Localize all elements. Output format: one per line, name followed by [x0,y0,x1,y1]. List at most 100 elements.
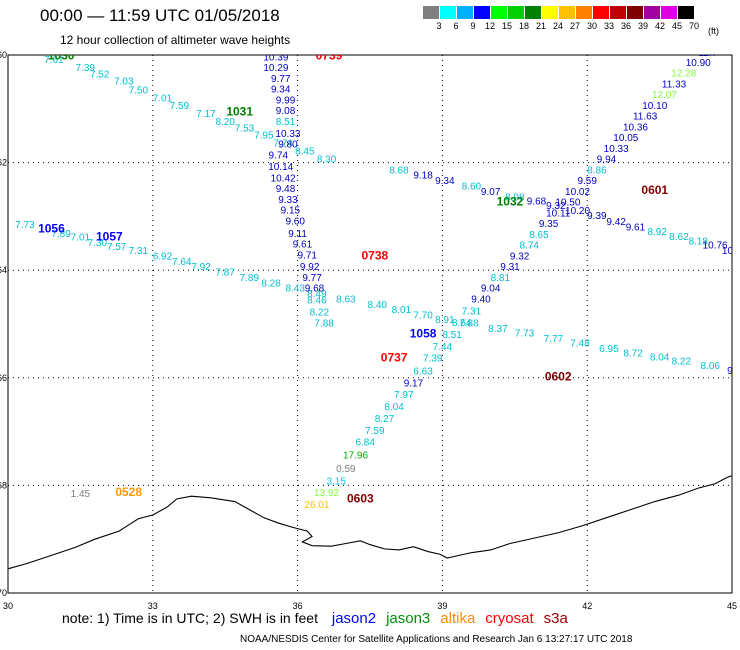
pass-time-label: 1031 [226,104,253,118]
legend-label: 24 [552,21,564,31]
wave-height-value: 8.22 [672,356,692,367]
wave-height-value: 7.73 [15,220,35,231]
wave-height-value: 7.03 [114,77,134,88]
pass-time-label: 1030 [48,48,75,62]
pass-time-label: 0738 [361,248,388,262]
lat-tick-label: -64 [0,265,7,275]
wave-height-value: 8.28 [261,278,281,289]
wave-height-value: 10.33 [604,144,629,155]
wave-height-value: 7.39 [75,63,95,74]
wave-height-value: 9.77 [302,273,322,284]
pass-time-label: 0601 [641,183,668,197]
lat-tick-label: -68 [0,480,7,490]
wave-height-value: 17.96 [343,451,368,462]
legend-labels: 3 6 9 12 15 18 21 24 27 30 33 36 39 42 45 70 [422,19,699,33]
lon-tick-label: 39 [437,601,447,611]
wave-height-value: 8.40 [368,300,388,311]
wave-height-value: 9.33 [278,195,298,206]
wave-height-value: 8.81 [491,273,511,284]
legend-swatch [643,6,660,19]
legend-swatch [609,6,626,19]
lon-tick-label: 30 [3,601,13,611]
wave-height-value: 9.35 [539,219,559,230]
wave-height-value: 3.15 [326,476,346,487]
wave-height-value: 7.31 [462,306,482,317]
wave-height-value: 8.45 [295,147,315,158]
footer-note: note: 1) Time is in UTC; 2) SWH is in fe… [62,610,568,627]
wave-height-value: 7.30 [88,238,108,249]
wave-height-value: 8.22 [310,307,330,318]
legend-swatch [626,6,643,19]
satellite-legend: jason2 jason3 altika cryosat s3a [322,610,568,627]
wave-height-value: 12.07 [652,90,677,101]
wave-height-value: 1.45 [71,489,91,500]
wave-height-value: 8.20 [215,117,235,128]
wave-height-value: 7.74 [273,138,293,149]
pass-time-label: 0739 [316,48,343,62]
wave-height-value: 8.60 [462,182,482,193]
wave-height-value: 7.50 [129,86,149,97]
wave-height-value: 7.57 [107,242,127,253]
wave-height-value: 8.72 [623,348,643,359]
satellite-altika: altika [440,610,476,627]
wave-height-value: 10.29 [263,63,288,74]
coastline [7,475,733,570]
lon-tick-label: 36 [293,601,303,611]
wave-height-value: 7.92 [191,262,211,273]
wave-height-value: 7.44 [433,342,453,353]
legend-label: 42 [654,21,666,31]
legend-label: 9 [470,21,476,31]
wave-height-value: 11.7 [698,48,717,59]
wave-height-value: 7.17 [196,109,216,120]
wave-height-value: 8.68 [389,165,409,176]
legend-swatch [422,6,439,19]
wave-height-value: 7.53 [235,123,255,134]
wave-height-value: 9.08 [276,106,296,117]
wave-height-value: 7.59 [170,101,190,112]
wave-height-value: 8.04 [384,402,404,413]
wave-height-value: 9.99 [276,95,296,106]
wave-height-value: 9.92 [300,262,320,273]
pass-time-label: 1057 [96,230,123,244]
lon-tick-label: 45 [727,601,737,611]
pass-time-label: 0737 [381,351,408,365]
wave-height-value: 8.65 [529,230,549,241]
wave-height-value: 9.59 [577,176,597,187]
legend-label: 3 [436,21,442,31]
wave-height-value: 6.63 [413,367,433,378]
pass-time-label: 1032 [497,195,524,209]
legend-swatch [439,6,456,19]
legend-label: 45 [671,21,683,31]
wave-height-value: 9.61 [293,240,313,251]
wave-height-value: 9.42 [606,217,626,228]
wave-height-value: 8.92 [647,227,667,238]
lat-tick-label: -70 [0,588,7,598]
wave-height-value: 8.91 [435,315,455,326]
wave-height-value: 9.39 [587,211,607,222]
wave-height-value: 8.64 [452,318,472,329]
wave-height-value: 9.82 [727,366,740,377]
wave-height-value: 7.88 [314,319,334,330]
wave-height-value: 8.01 [392,305,412,316]
wave-height-value: 11.33 [662,79,687,90]
wave-height-value: 7.01 [71,233,91,244]
wave-height-value: 9.80 [278,140,298,151]
wave-height-value: 11.63 [633,112,658,123]
legend-label: 18 [518,21,530,31]
axis-labels-layer: -60 -62 -64 -66 -68 -70 30 33 36 39 42 45 [0,50,737,611]
wave-height-value: 10.11 [546,208,571,219]
wave-height-value: 10.75 [722,246,740,257]
wave-height-value: 9.15 [281,206,301,217]
wave-height-value: 9.77 [271,74,291,85]
wave-height-value: 10.36 [623,122,648,133]
wave-height-value: 8.18 [688,236,708,247]
wave-height-value: 9.07 [481,187,501,198]
wave-height-value: 8.63 [336,294,356,305]
pass-time-label: 1056 [38,222,65,236]
wave-height-value: 8.30 [317,155,337,166]
legend-label: 36 [620,21,632,31]
wave-height-value: 7.95 [254,130,274,141]
wave-height-value: 10.14 [268,162,293,173]
wave-height-value: 7.70 [413,311,433,322]
color-legend: 3 6 9 12 15 18 21 24 27 30 33 36 39 42 45 70 (ft) [422,6,719,36]
